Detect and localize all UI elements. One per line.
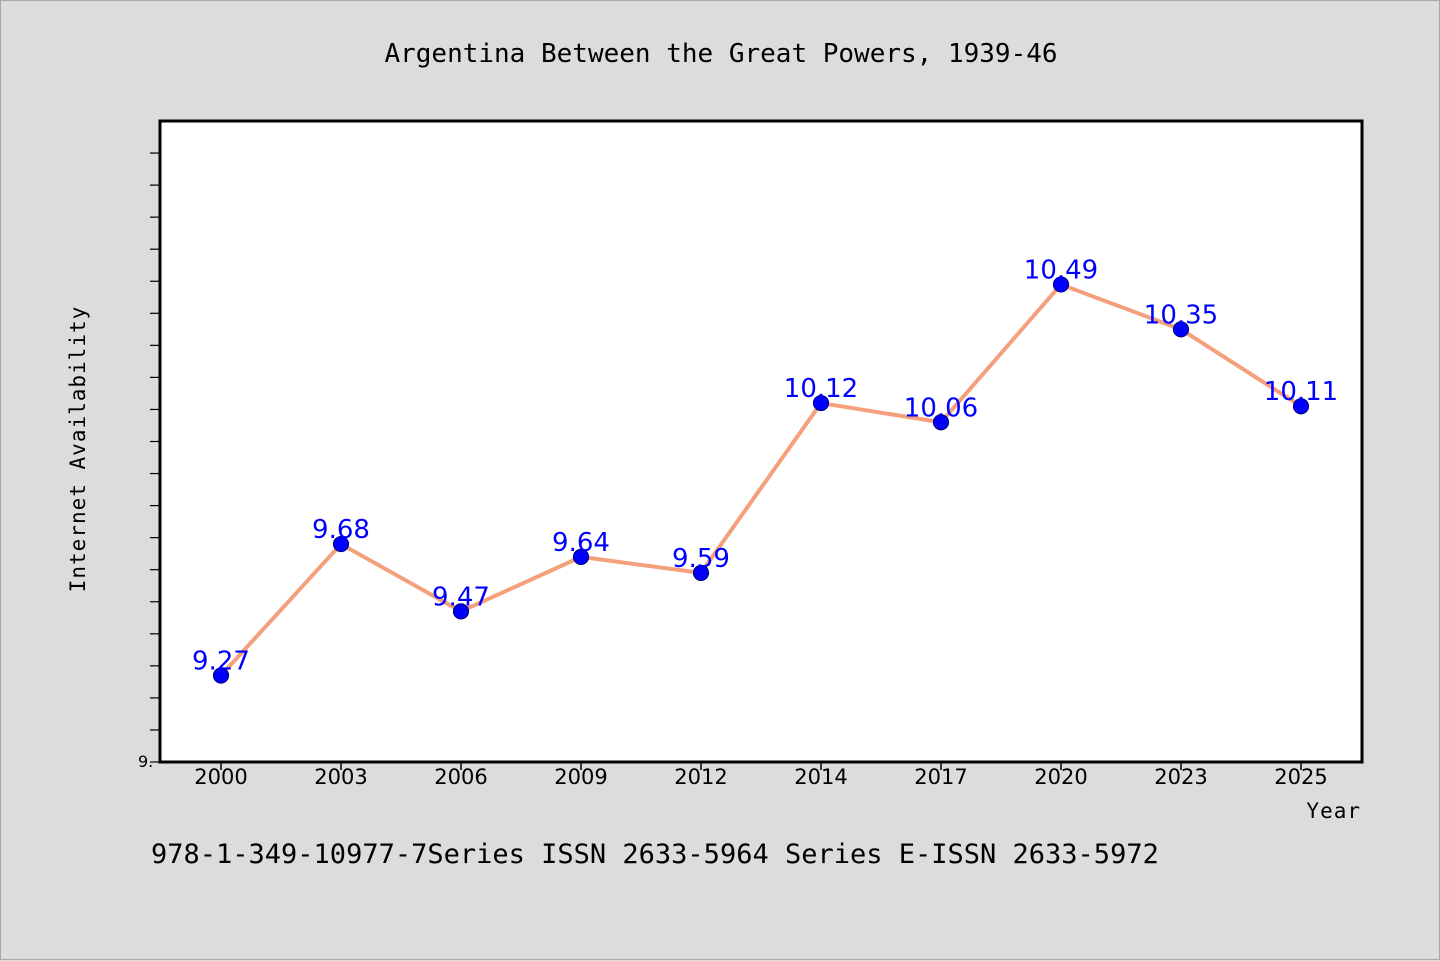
x-axis-ticks [220, 762, 1302, 770]
x-tick-label: 2023 [1154, 765, 1207, 789]
data-label: 9.27 [192, 646, 250, 676]
data-label: 10.06 [904, 393, 978, 423]
data-point-marker [932, 414, 950, 431]
chart-title: Argentina Between the Great Powers, 1939… [384, 39, 1057, 69]
x-tick-label: 2006 [434, 765, 487, 789]
data-point-marker [1292, 398, 1310, 415]
data-point-marker [212, 667, 230, 684]
data-label: 9.59 [672, 544, 730, 574]
data-label: 10.12 [784, 374, 858, 404]
x-tick-label: 2025 [1274, 765, 1327, 789]
data-point-marker [1172, 321, 1190, 338]
x-tick-label: 2012 [674, 765, 727, 789]
y-tick-label: 9. [138, 752, 153, 771]
series-line-segment [219, 542, 343, 678]
data-label: 9.64 [552, 528, 610, 558]
y-axis-ticks [150, 152, 160, 763]
data-point-marker [1052, 276, 1070, 293]
series-markers-group [212, 276, 1310, 684]
data-label: 10.49 [1024, 255, 1098, 285]
x-tick-label: 2000 [194, 765, 247, 789]
series-line-segment [579, 554, 703, 575]
data-point-marker [692, 564, 710, 582]
data-label: 10.35 [1144, 300, 1218, 330]
series-line-segment [939, 282, 1063, 425]
x-axis-label: Year [1306, 799, 1361, 823]
x-tick-label: 2017 [914, 765, 967, 789]
x-tick-label: 2020 [1034, 765, 1087, 789]
footer-isbn-text: 978-1-349-10977-7Series ISSN 2633-5964 S… [151, 839, 1159, 870]
series-line-segment [459, 554, 583, 614]
data-labels-group: 9.27 9.68 9.47 9.64 9.59 10.12 10.06 10.49 10.35… [192, 255, 1338, 676]
plot-area [158, 119, 1364, 764]
series-line-group [219, 282, 1303, 678]
data-point-marker [812, 394, 830, 412]
x-tick-labels: 2000 2003 2006 2009 2012 2014 2017 2020 2023 2025 [194, 765, 1327, 789]
y-axis-label: Internet Availability [66, 306, 90, 593]
data-label: 10.11 [1264, 377, 1338, 407]
data-point-marker [452, 603, 470, 620]
x-tick-label: 2014 [794, 765, 847, 789]
x-tick-label: 2003 [314, 765, 367, 789]
series-line-segment [339, 542, 463, 614]
series-line-segment [819, 401, 943, 425]
x-tick-label: 2009 [554, 765, 607, 789]
data-label: 9.68 [312, 515, 370, 545]
data-point-marker [572, 548, 590, 565]
series-line-segment [699, 401, 823, 575]
series-line-segment [1179, 327, 1303, 409]
data-point-marker [332, 535, 350, 553]
series-line-segment [1059, 282, 1183, 332]
data-label: 9.47 [432, 582, 490, 612]
